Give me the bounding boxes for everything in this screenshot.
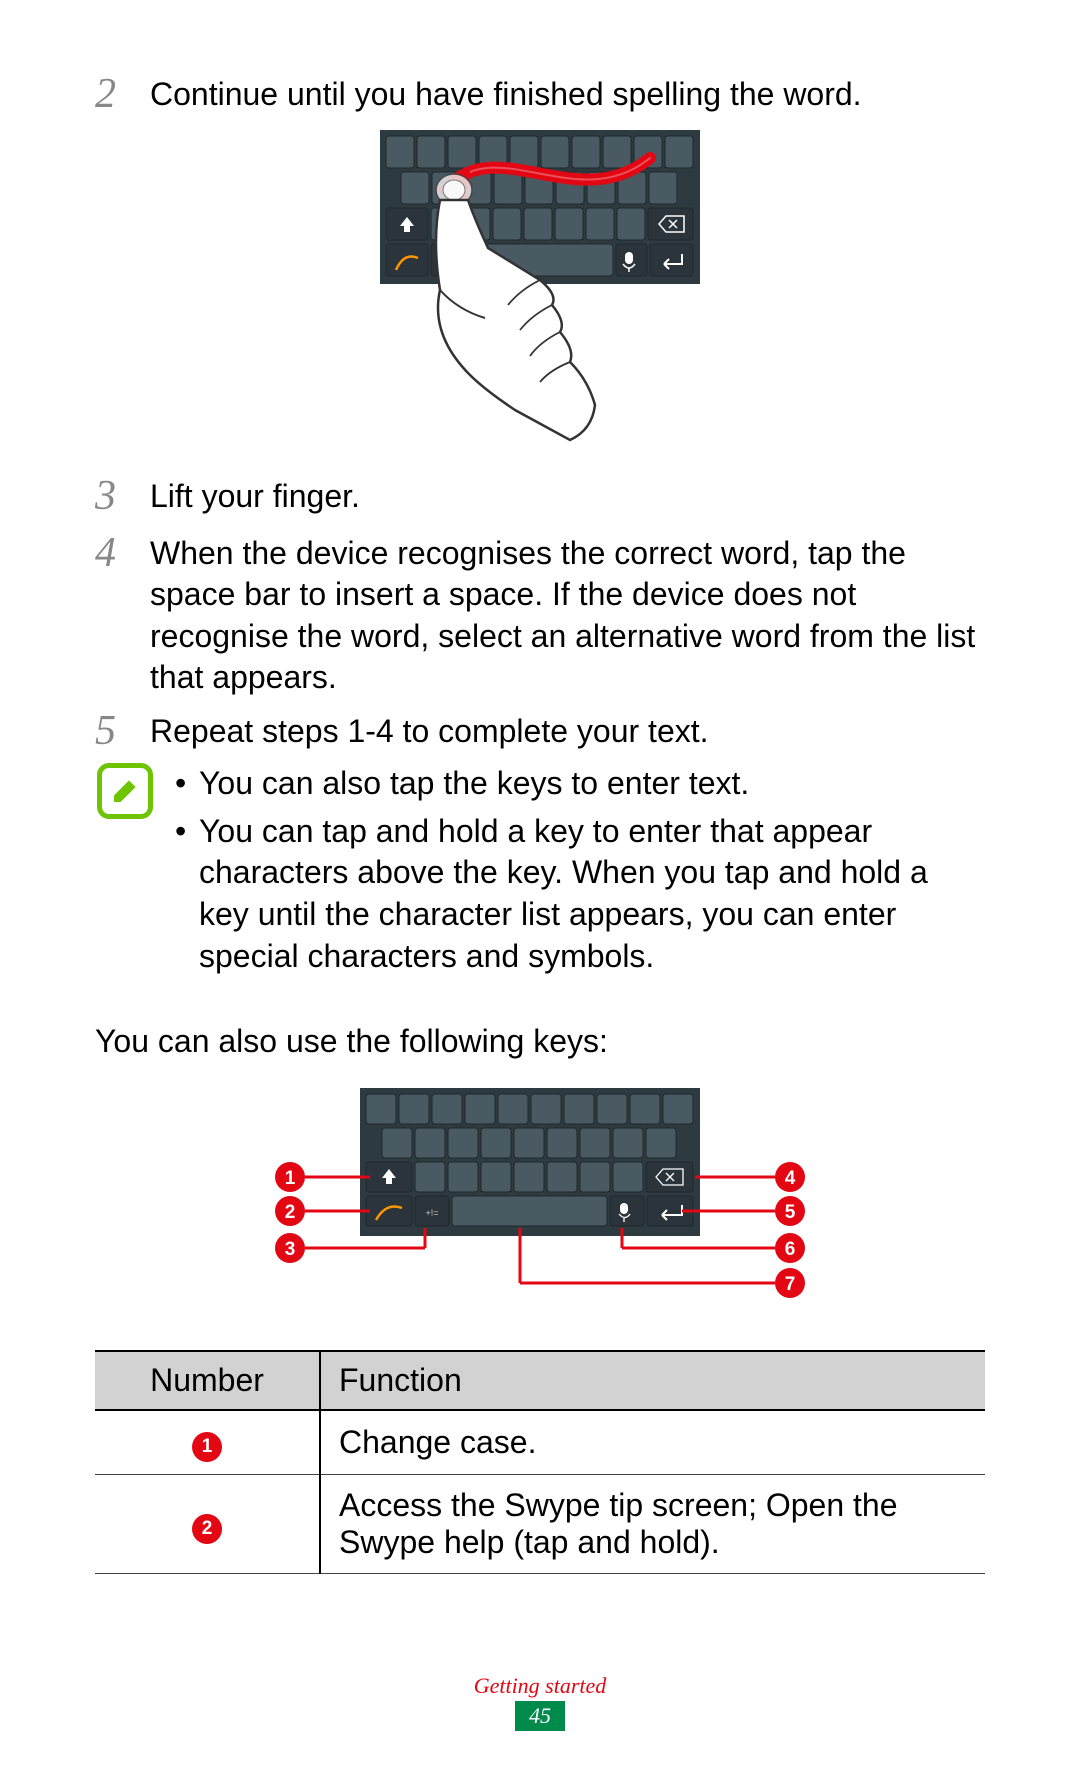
callout-2-icon: 2 (275, 1196, 305, 1226)
callout-3-icon: 3 (275, 1233, 305, 1263)
number-badge-icon: 1 (192, 1432, 222, 1462)
svg-text:6: 6 (785, 1239, 796, 1260)
note-bullet-1: • You can also tap the keys to enter tex… (175, 763, 985, 805)
svg-text:1: 1 (285, 1168, 296, 1189)
callout-7-icon: 7 (775, 1268, 805, 1298)
footer-section-title: Getting started (0, 1673, 1080, 1699)
svg-text:4: 4 (785, 1168, 796, 1189)
step-4: 4 When the device recognises the correct… (95, 529, 985, 699)
step-text: Repeat steps 1-4 to complete your text. (150, 707, 709, 755)
note-text: You can also tap the keys to enter text. (199, 763, 749, 805)
note-block: • You can also tap the keys to enter tex… (95, 763, 985, 983)
header-number: Number (95, 1351, 320, 1410)
step-2: 2 Continue until you have finished spell… (95, 70, 985, 118)
table-header-row: Number Function (95, 1351, 985, 1410)
step-text: Continue until you have finished spellin… (150, 70, 862, 118)
row-number-cell: 2 (95, 1475, 320, 1574)
step-text: When the device recognises the correct w… (150, 529, 985, 699)
note-icon (97, 763, 153, 819)
header-function: Function (320, 1351, 985, 1410)
callout-4-icon: 4 (775, 1162, 805, 1192)
step-number: 4 (95, 529, 150, 699)
callout-6-icon: 6 (775, 1233, 805, 1263)
intro-text: You can also use the following keys: (95, 1023, 985, 1060)
step-number: 5 (95, 707, 150, 755)
step-text: Lift your finger. (150, 472, 360, 520)
figure-labeled-keyboard: +!= 1 2 (95, 1088, 985, 1318)
svg-text:7: 7 (785, 1274, 796, 1295)
step-3: 3 Lift your finger. (95, 472, 985, 520)
table-row: 1 Change case. (95, 1410, 985, 1475)
figure-swype-gesture (95, 130, 985, 450)
number-badge-icon: 2 (192, 1514, 222, 1544)
footer-page-number: 45 (515, 1701, 565, 1731)
svg-text:+!=: +!= (425, 1208, 438, 1218)
row-number-cell: 1 (95, 1410, 320, 1475)
note-bullet-2: • You can tap and hold a key to enter th… (175, 811, 985, 977)
bullet-icon: • (175, 811, 199, 977)
note-list: • You can also tap the keys to enter tex… (175, 763, 985, 983)
row-function-cell: Change case. (320, 1410, 985, 1475)
svg-text:3: 3 (285, 1239, 296, 1260)
callout-5-icon: 5 (775, 1196, 805, 1226)
step-5: 5 Repeat steps 1-4 to complete your text… (95, 707, 985, 755)
step-number: 2 (95, 70, 150, 118)
row-function-cell: Access the Swype tip screen; Open the Sw… (320, 1475, 985, 1574)
note-text: You can tap and hold a key to enter that… (199, 811, 985, 977)
page-footer: Getting started 45 (0, 1673, 1080, 1731)
bullet-icon: • (175, 763, 199, 805)
svg-text:5: 5 (785, 1202, 796, 1223)
table-row: 2 Access the Swype tip screen; Open the … (95, 1475, 985, 1574)
callout-1-icon: 1 (275, 1162, 305, 1192)
function-table: Number Function 1 Change case. 2 Access … (95, 1350, 985, 1574)
step-number: 3 (95, 472, 150, 520)
svg-text:2: 2 (285, 1202, 296, 1223)
